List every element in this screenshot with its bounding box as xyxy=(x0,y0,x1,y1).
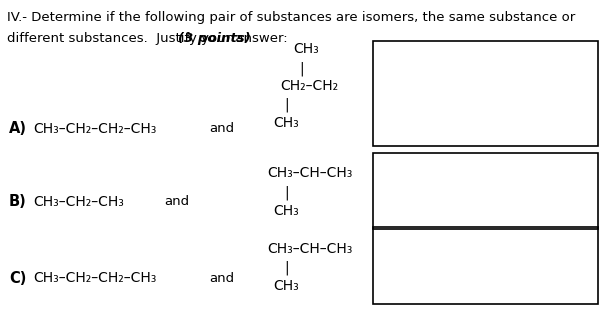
Text: CH₃–CH₂–CH₂–CH₃: CH₃–CH₂–CH₂–CH₃ xyxy=(33,122,157,136)
Text: |: | xyxy=(299,61,304,76)
Text: CH₃: CH₃ xyxy=(294,42,319,56)
Bar xyxy=(373,153,598,229)
Text: CH₃–CH₂–CH₂–CH₃: CH₃–CH₂–CH₂–CH₃ xyxy=(33,271,157,285)
Text: CH₂–CH₂: CH₂–CH₂ xyxy=(280,79,339,93)
Text: CH₃–CH₂–CH₃: CH₃–CH₂–CH₃ xyxy=(33,195,124,209)
Text: and: and xyxy=(164,196,189,208)
Text: |: | xyxy=(284,98,289,112)
Text: CH₃: CH₃ xyxy=(274,116,299,130)
Text: CH₃–CH–CH₃: CH₃–CH–CH₃ xyxy=(267,242,352,256)
Text: (3 points): (3 points) xyxy=(178,32,251,45)
Bar xyxy=(373,227,598,304)
Text: CH₃–CH–CH₃: CH₃–CH–CH₃ xyxy=(267,166,352,180)
Text: CH₃: CH₃ xyxy=(274,279,299,293)
Text: |: | xyxy=(284,260,289,275)
Text: IV.- Determine if the following pair of substances are isomers, the same substan: IV.- Determine if the following pair of … xyxy=(7,11,575,24)
Text: A): A) xyxy=(9,121,27,136)
Text: |: | xyxy=(284,185,289,200)
Text: C): C) xyxy=(9,271,27,286)
Text: different substances.  Justify your answer:: different substances. Justify your answe… xyxy=(7,32,292,45)
Text: and: and xyxy=(209,272,234,285)
Text: and: and xyxy=(209,122,234,135)
Text: CH₃: CH₃ xyxy=(274,204,299,218)
Text: B): B) xyxy=(9,194,27,210)
Bar xyxy=(373,41,598,146)
